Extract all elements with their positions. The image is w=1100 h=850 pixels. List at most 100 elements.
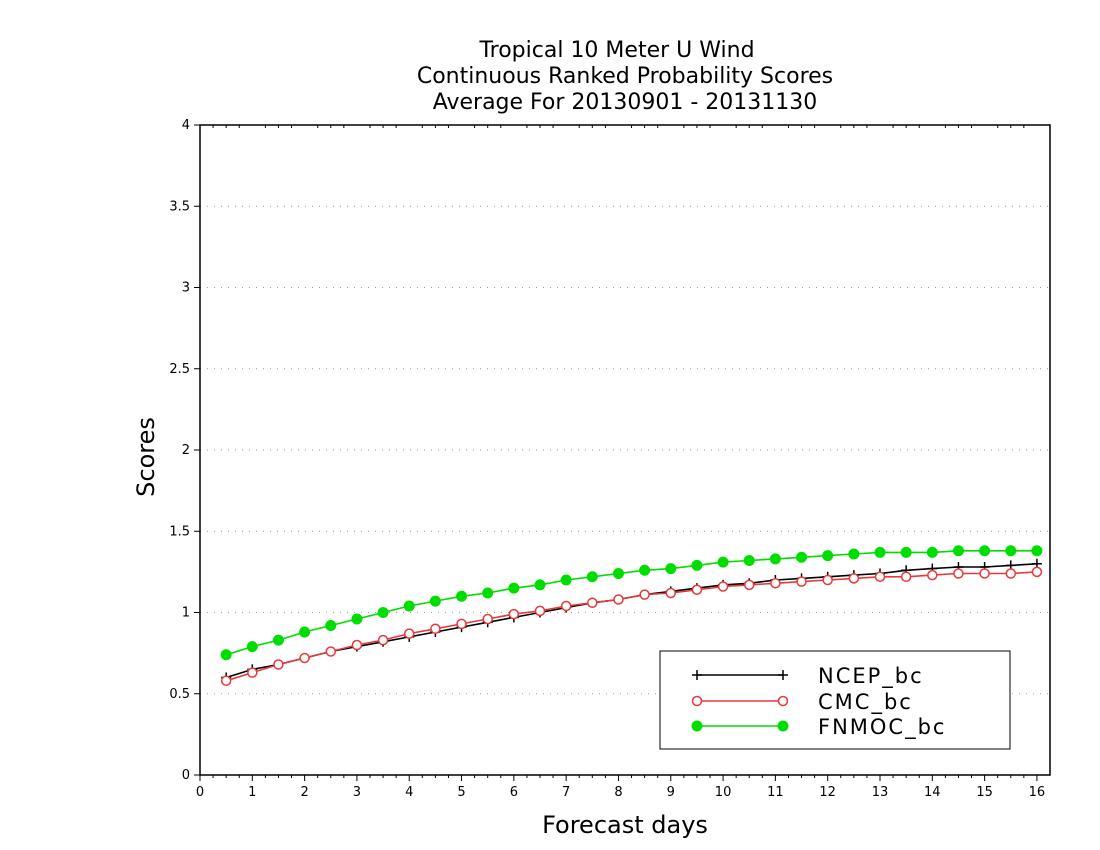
data-point-fnmoc-bc xyxy=(586,571,598,583)
series-line-fnmoc-bc xyxy=(225,549,1037,656)
data-point-cmc-bc xyxy=(351,639,363,651)
data-point-fnmoc-bc xyxy=(377,607,389,618)
data-point-cmc-bc xyxy=(770,578,781,589)
data-point-cmc-bc xyxy=(796,576,807,587)
data-point-fnmoc-bc xyxy=(560,574,572,586)
grid-lines xyxy=(200,205,1050,695)
data-point-fnmoc-bc xyxy=(246,641,258,653)
data-point-cmc-bc xyxy=(299,652,310,664)
data-point-fnmoc-bc xyxy=(743,555,755,566)
data-point-fnmoc-bc xyxy=(1005,545,1017,557)
x-tick-label: 12 xyxy=(819,785,836,800)
data-point-cmc-bc xyxy=(953,568,964,579)
y-axis: 0 0.5 1 1.5 2 2.5 3 3.5 4 xyxy=(169,118,200,783)
data-point-fnmoc-bc xyxy=(900,546,912,558)
data-point-cmc-bc xyxy=(456,618,467,630)
legend-box xyxy=(659,650,1011,750)
data-point-cmc-bc xyxy=(587,597,598,608)
data-point-cmc-bc xyxy=(430,623,441,634)
data-point-cmc-bc xyxy=(560,600,572,612)
data-point-cmc-bc xyxy=(717,581,729,592)
x-tick-label: 0 xyxy=(196,785,204,800)
legend-label: NCEP_bc xyxy=(818,664,924,689)
data-point-cmc-bc xyxy=(273,659,284,670)
data-point-fnmoc-bc xyxy=(272,634,284,646)
data-point-cmc-bc xyxy=(403,628,415,639)
x-tick-label: 14 xyxy=(924,785,941,800)
data-point-fnmoc-bc xyxy=(848,548,860,560)
y-tick-label: 1.5 xyxy=(169,524,190,539)
x-tick-label: 4 xyxy=(405,785,413,800)
legend-marker xyxy=(777,695,789,707)
data-point-fnmoc-bc xyxy=(665,563,677,575)
y-tick-label: 0 xyxy=(182,768,190,783)
data-point-cmc-bc xyxy=(979,568,990,579)
data-point-cmc-bc xyxy=(220,675,232,686)
data-point-fnmoc-bc xyxy=(456,590,468,602)
data-point-cmc-bc xyxy=(247,667,258,678)
x-tick-label: 8 xyxy=(614,785,622,800)
y-tick-label: 4 xyxy=(182,118,190,133)
series-fnmoc-bc xyxy=(220,545,1043,661)
x-tick-label: 7 xyxy=(562,785,570,800)
x-tick-label: 9 xyxy=(667,785,675,800)
series-layer xyxy=(220,545,1043,686)
x-tick-label: 3 xyxy=(353,785,361,800)
data-point-fnmoc-bc xyxy=(612,568,624,579)
x-tick-label: 5 xyxy=(457,785,465,800)
chart-title-line-2: Continuous Ranked Probability Scores xyxy=(417,64,833,89)
data-point-fnmoc-bc xyxy=(874,546,886,558)
y-tick-label: 2 xyxy=(182,443,190,458)
data-point-fnmoc-bc xyxy=(796,551,808,563)
data-point-cmc-bc xyxy=(665,587,677,599)
data-point-fnmoc-bc xyxy=(717,556,729,568)
data-point-fnmoc-bc xyxy=(482,587,494,599)
y-tick-label: 0.5 xyxy=(169,687,190,702)
x-tick-label: 1 xyxy=(248,785,256,800)
data-point-cmc-bc xyxy=(508,608,520,620)
data-point-fnmoc-bc xyxy=(299,626,311,638)
x-axis: 0 1 2 3 4 5 6 7 8 9 10 11 12 13 14 15 16 xyxy=(196,125,1045,800)
data-point-fnmoc-bc xyxy=(325,620,337,631)
legend-label: CMC_bc xyxy=(818,690,913,715)
legend-item-fnmoc-bc: FNMOC_bc xyxy=(691,715,944,740)
data-point-cmc-bc xyxy=(874,571,886,582)
data-point-cmc-bc xyxy=(377,634,389,646)
data-point-cmc-bc xyxy=(639,589,650,600)
x-tick-label: 10 xyxy=(715,785,732,800)
data-point-cmc-bc xyxy=(743,579,755,591)
chart-title-line-3: Average For 20130901 - 20131130 xyxy=(433,90,818,115)
data-point-cmc-bc xyxy=(534,605,546,617)
legend-item-ncep-bc: NCEP_bc xyxy=(692,664,924,689)
data-point-cmc-bc xyxy=(822,574,833,586)
data-point-fnmoc-bc xyxy=(351,613,363,625)
data-point-fnmoc-bc xyxy=(691,559,703,571)
legend-marker xyxy=(777,720,789,732)
chart-title-line-1: Tropical 10 Meter U Wind xyxy=(478,38,754,63)
chart-title: Tropical 10 Meter U Wind Continuous Rank… xyxy=(417,38,833,115)
y-tick-label: 3.5 xyxy=(169,199,190,214)
data-point-fnmoc-bc xyxy=(220,649,232,661)
x-axis-title: Forecast days xyxy=(542,811,708,839)
data-point-fnmoc-bc xyxy=(429,595,441,607)
y-tick-label: 2.5 xyxy=(169,362,190,377)
y-axis-title: Scores xyxy=(132,417,160,497)
x-tick-label: 2 xyxy=(300,785,308,800)
x-tick-label: 16 xyxy=(1029,785,1046,800)
legend-marker xyxy=(691,695,703,707)
x-tick-label: 15 xyxy=(976,785,993,800)
data-point-fnmoc-bc xyxy=(508,582,520,594)
x-tick-label: 11 xyxy=(767,785,784,800)
data-point-fnmoc-bc xyxy=(534,579,546,591)
data-point-fnmoc-bc xyxy=(822,550,834,562)
series-cmc-bc xyxy=(220,566,1043,686)
data-point-cmc-bc xyxy=(325,646,337,657)
data-point-fnmoc-bc xyxy=(639,564,651,576)
y-tick-label: 3 xyxy=(182,281,190,296)
legend-marker xyxy=(691,720,703,732)
data-point-cmc-bc xyxy=(482,613,493,625)
data-point-cmc-bc xyxy=(1005,568,1017,579)
